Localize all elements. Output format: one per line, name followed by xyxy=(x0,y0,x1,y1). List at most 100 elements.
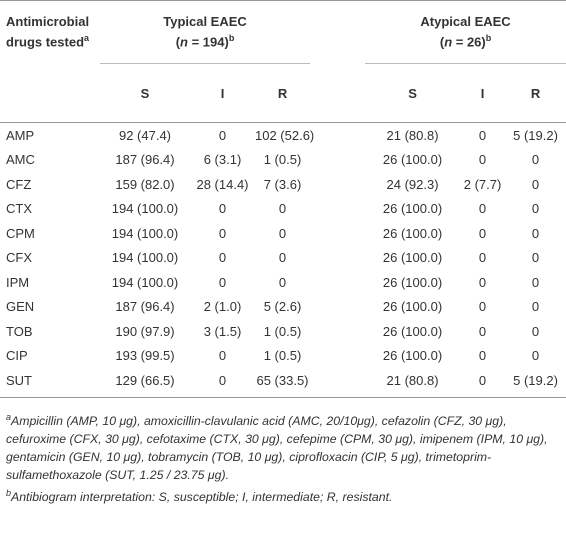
drug-cell: IPM xyxy=(6,274,30,290)
value-cell: 0 xyxy=(478,225,487,241)
drug-cell: GEN xyxy=(6,299,35,315)
value-cell: 5 (2.6) xyxy=(263,299,302,315)
value-cell: 0 xyxy=(218,348,227,364)
value-cell: 193 (99.5) xyxy=(115,348,175,364)
value-cell: 0 xyxy=(218,127,227,143)
table-row: CIP 193 (99.5) 0 1 (0.5) 26 (100.0) 0 0 xyxy=(0,344,566,369)
table-row: AMP 92 (47.4) 0 102 (52.6) 21 (80.8) 0 5 (19.2… xyxy=(0,123,566,148)
group-header-row: Antimicrobial drugs testeda Typical EAEC… xyxy=(0,0,566,64)
value-cell: 102 (52.6) xyxy=(255,127,315,143)
drug-header-text: Antimicrobial drugs tested xyxy=(6,14,90,50)
value-cell: 21 (80.8) xyxy=(386,127,439,143)
footnote-text: Ampicillin (AMP, 10 μg), amoxicillin-cla… xyxy=(6,413,548,482)
value-cell: 194 (100.0) xyxy=(111,274,179,290)
table-row: CFZ 159 (82.0) 28 (14.4) 7 (3.6) 24 (92.3) 2 … xyxy=(0,172,566,197)
value-cell: 0 xyxy=(278,225,287,241)
value-cell: 26 (100.0) xyxy=(382,299,443,315)
value-cell: 0 xyxy=(478,152,487,168)
value-cell: 26 (100.0) xyxy=(382,323,443,339)
value-cell: 0 xyxy=(218,250,227,266)
subheader: I xyxy=(190,63,255,123)
value-cell: 26 (100.0) xyxy=(382,201,443,217)
value-cell: 24 (92.3) xyxy=(386,176,439,192)
value-cell: 0 xyxy=(218,201,227,217)
group-n-open: ( xyxy=(175,34,181,50)
value-cell: 5 (19.2) xyxy=(505,368,566,398)
footnote-ref: b xyxy=(485,33,492,43)
value-cell: 0 xyxy=(531,323,540,339)
group-n-var: n xyxy=(180,34,188,50)
group-title: Atypical EAEC xyxy=(420,14,511,29)
group-n-rest: = 194) xyxy=(187,34,229,50)
table-row: TOB 190 (97.9) 3 (1.5) 1 (0.5) 26 (100.0) 0 0 xyxy=(0,319,566,344)
footnote-marker: b xyxy=(6,487,12,498)
table-row: IPM 194 (100.0) 0 0 26 (100.0) 0 0 xyxy=(0,270,566,295)
value-cell: 0 xyxy=(531,201,540,217)
value-cell: 65 (33.5) xyxy=(255,368,311,398)
drug-cell: AMP xyxy=(6,127,35,143)
footnotes: aAmpicillin (AMP, 10 μg), amoxicillin-cl… xyxy=(0,398,566,506)
footnote-ref: a xyxy=(84,33,90,43)
value-cell: 1 (0.5) xyxy=(263,323,302,339)
group-title: Typical EAEC xyxy=(163,14,247,29)
value-cell: 26 (100.0) xyxy=(382,274,443,290)
value-cell: 194 (100.0) xyxy=(111,250,179,266)
value-cell: 0 xyxy=(278,250,287,266)
value-cell: 26 (100.0) xyxy=(382,152,443,168)
value-cell: 0 xyxy=(190,368,255,398)
footnote-ref: b xyxy=(228,33,235,43)
value-cell: 26 (100.0) xyxy=(382,225,443,241)
drug-cell: SUT xyxy=(0,368,100,398)
drug-cell: CPM xyxy=(6,225,35,241)
drug-cell: TOB xyxy=(6,323,33,339)
value-cell: 21 (80.8) xyxy=(365,368,461,398)
value-cell: 159 (82.0) xyxy=(115,176,175,192)
value-cell: 0 xyxy=(278,201,287,217)
value-cell: 28 (14.4) xyxy=(196,176,249,192)
value-cell: 0 xyxy=(478,127,487,143)
value-cell: 6 (3.1) xyxy=(203,152,242,168)
footnote: aAmpicillin (AMP, 10 μg), amoxicillin-cl… xyxy=(6,408,560,484)
value-cell: 5 (19.2) xyxy=(513,127,558,143)
value-cell: 129 (66.5) xyxy=(100,368,190,398)
value-cell: 2 (1.0) xyxy=(203,299,242,315)
value-cell: 3 (1.5) xyxy=(203,323,242,339)
table-row: AMC 187 (96.4) 6 (3.1) 1 (0.5) 26 (100.0) 0 0 xyxy=(0,148,566,173)
table-row: SUT 129 (66.5) 0 65 (33.5) 21 (80.8) 0 5 (19.2… xyxy=(0,368,566,398)
value-cell: 26 (100.0) xyxy=(382,250,443,266)
group-n-rest: = 26) xyxy=(452,34,486,50)
data-table: Antimicrobial drugs testeda Typical EAEC… xyxy=(0,0,566,398)
value-cell: 0 xyxy=(478,323,487,339)
value-cell: 0 xyxy=(531,225,540,241)
value-cell: 194 (100.0) xyxy=(111,201,179,217)
group-header: Atypical EAEC (n = 26)b xyxy=(365,0,566,64)
drug-cell: CIP xyxy=(6,348,28,364)
group-n-open: ( xyxy=(439,34,445,50)
value-cell: 7 (3.6) xyxy=(263,176,302,192)
value-cell: 0 xyxy=(278,274,287,290)
subheader: S xyxy=(365,63,461,123)
value-cell: 0 xyxy=(478,299,487,315)
value-cell: 0 xyxy=(531,250,540,266)
subheader: R xyxy=(255,63,311,123)
value-cell: 0 xyxy=(531,299,540,315)
table-row: CTX 194 (100.0) 0 0 26 (100.0) 0 0 xyxy=(0,197,566,222)
value-cell: 0 xyxy=(218,274,227,290)
value-cell: 194 (100.0) xyxy=(111,225,179,241)
value-cell: 187 (96.4) xyxy=(115,299,175,315)
subheader: S xyxy=(100,63,190,123)
footnote-text: Antibiogram interpretation: S, susceptib… xyxy=(11,489,393,504)
table-row: CPM 194 (100.0) 0 0 26 (100.0) 0 0 xyxy=(0,221,566,246)
value-cell: 0 xyxy=(531,176,540,192)
subheader: R xyxy=(505,63,566,123)
footnote-marker: a xyxy=(6,411,12,422)
drug-cell: CFZ xyxy=(6,176,32,192)
table-row: CFX 194 (100.0) 0 0 26 (100.0) 0 0 xyxy=(0,246,566,271)
drug-cell: AMC xyxy=(6,152,35,168)
value-cell: 0 xyxy=(531,152,540,168)
table-body: AMP 92 (47.4) 0 102 (52.6) 21 (80.8) 0 5 (19.2… xyxy=(0,123,566,398)
footnote: bAntibiogram interpretation: S, suscepti… xyxy=(6,484,560,506)
value-cell: 0 xyxy=(478,250,487,266)
